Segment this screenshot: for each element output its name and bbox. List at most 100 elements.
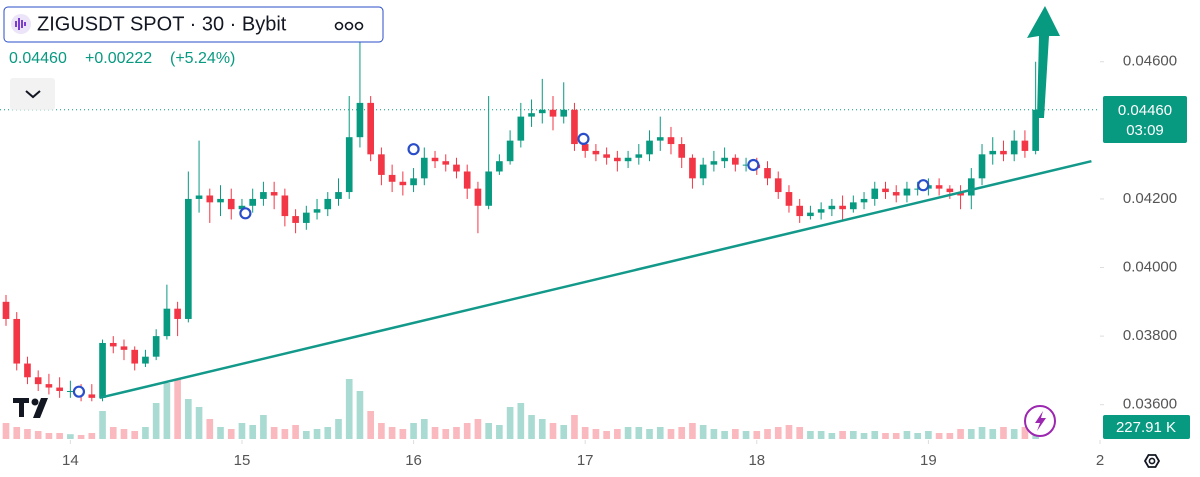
volume-bar — [871, 431, 879, 439]
candle-body — [678, 144, 686, 158]
candle-body — [710, 161, 718, 165]
volume-bar — [227, 429, 235, 439]
event-marker — [72, 385, 86, 398]
x-tick-label: 19 — [920, 452, 937, 469]
lightning-icon — [1035, 411, 1046, 431]
volume-bar — [356, 391, 364, 439]
y-tick-label: 0.04200 — [1123, 190, 1177, 207]
candle-body — [109, 342, 117, 347]
candle-body — [142, 356, 149, 364]
volume-bar — [281, 429, 289, 439]
volume-badge — [1103, 415, 1190, 439]
volume-bar — [2, 423, 10, 439]
tv-logo — [13, 398, 48, 418]
collapse-button[interactable] — [10, 78, 55, 110]
candle-body — [152, 336, 160, 357]
up-arrow — [1027, 6, 1060, 118]
volume-bar — [796, 427, 804, 439]
candle-body — [538, 109, 546, 114]
candle-body — [624, 157, 632, 162]
volume-bar — [163, 383, 171, 439]
volume-bar — [45, 433, 53, 439]
volume-bar — [399, 429, 407, 439]
volume-bar — [1000, 427, 1007, 439]
candle-body — [88, 394, 96, 398]
event-marker — [407, 143, 420, 156]
volume-bar — [485, 423, 492, 439]
volume-bar — [88, 433, 96, 439]
settings-button[interactable] — [1143, 454, 1161, 468]
candle-body — [292, 216, 299, 223]
volume-bar — [24, 429, 31, 439]
volume-badge-value: 227.91 K — [1116, 419, 1176, 436]
candle-body — [528, 113, 535, 117]
volume-bar — [453, 427, 460, 439]
volume-bar — [528, 415, 535, 439]
volume-bar — [506, 407, 514, 439]
candle-body — [914, 188, 921, 190]
candle-body — [431, 157, 439, 162]
candle-body — [635, 154, 643, 158]
candle-body — [817, 209, 825, 213]
x-tick-label: 14 — [62, 452, 79, 469]
candle-body — [785, 192, 793, 206]
candle-body — [485, 171, 492, 206]
more-menu[interactable] — [334, 21, 364, 31]
volume-bar — [463, 423, 471, 439]
candle-body — [378, 154, 385, 175]
chevron-icon — [25, 90, 41, 99]
candle-body — [689, 157, 696, 179]
volume-bar — [131, 431, 139, 439]
candle-body — [249, 198, 257, 206]
volume-bar — [378, 423, 385, 439]
volume-bar — [946, 433, 954, 439]
candle-body — [45, 384, 53, 388]
volume-bar — [678, 427, 686, 439]
price-badge-value: 0.04460 — [1118, 102, 1172, 119]
candle-body — [356, 102, 364, 138]
symbol-box[interactable] — [3, 6, 384, 43]
candle-body — [260, 192, 267, 199]
candle-body — [614, 157, 621, 162]
candle-body — [742, 164, 750, 166]
candle-body — [367, 102, 374, 155]
candle-body — [882, 188, 889, 193]
candle-body — [1010, 140, 1018, 155]
volume-bar — [764, 429, 771, 439]
volume-bar — [807, 431, 814, 439]
volume-bar — [560, 425, 568, 439]
volume-bar — [914, 433, 921, 439]
candle-body — [335, 192, 342, 199]
volume-bar — [549, 423, 557, 439]
candle-body — [656, 137, 664, 141]
candle-body — [99, 342, 106, 398]
countdown: 03:09 — [1126, 122, 1164, 139]
volume-bar — [410, 423, 417, 439]
candle-body — [506, 140, 514, 162]
volume-bar — [1010, 429, 1018, 439]
candle-body — [764, 168, 771, 179]
volume-bar — [710, 429, 718, 439]
price-change: +0.00222 — [85, 50, 152, 67]
x-tick-label: 15 — [234, 452, 251, 469]
volume-bar — [817, 431, 825, 439]
volume-bar — [431, 427, 439, 439]
volume-bar — [614, 429, 621, 439]
candle-body — [463, 171, 471, 189]
candle-body — [206, 195, 214, 203]
volume-bar — [538, 419, 546, 439]
volume-bar — [185, 399, 192, 439]
volume-bar — [635, 427, 643, 439]
candle-body — [474, 188, 482, 206]
volume-bar — [335, 419, 342, 439]
volume-bar — [667, 429, 675, 439]
volume-bar — [474, 419, 482, 439]
volume-bar — [517, 403, 525, 439]
volume-bar — [785, 425, 793, 439]
volume-bar — [302, 431, 310, 439]
volume-bar — [120, 429, 128, 439]
volume-bar — [967, 429, 975, 439]
x-tick-label: 16 — [405, 452, 422, 469]
candle-body — [174, 308, 181, 319]
